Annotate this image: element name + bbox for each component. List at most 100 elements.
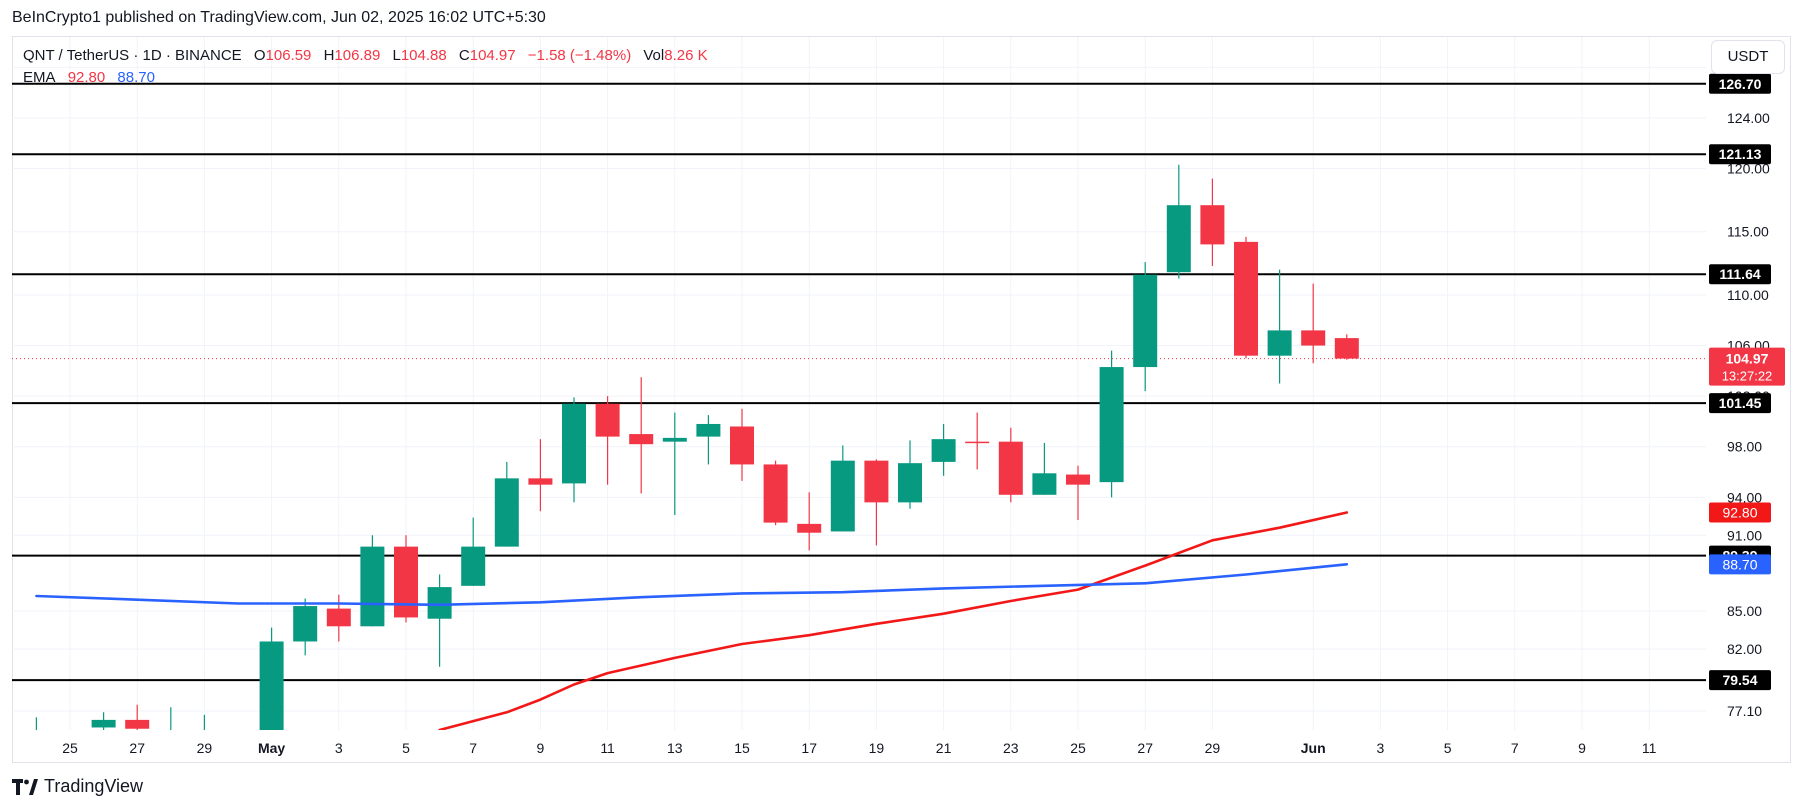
candle-body — [763, 464, 788, 523]
low-value: 104.88 — [400, 47, 447, 64]
x-tick-label: 29 — [197, 740, 213, 756]
candle-body — [1066, 474, 1090, 485]
y-tick-label: 115.00 — [1727, 224, 1769, 240]
candle-body — [528, 478, 553, 485]
publisher-line: BeInCrypto1 published on TradingView.com… — [12, 9, 546, 26]
candle — [170, 707, 172, 730]
level-label: 111.64 — [1719, 266, 1760, 282]
ema-slow-line — [35, 563, 1349, 607]
candle-body — [797, 523, 822, 533]
candle — [91, 712, 116, 730]
candles — [24, 164, 1359, 732]
candle-body — [461, 546, 486, 586]
last-price-label-bg — [1709, 347, 1785, 386]
change-value: −1.58 (−1.48%) — [527, 47, 632, 64]
candle — [24, 717, 48, 732]
candle-body — [1301, 330, 1326, 346]
footer-brand[interactable]: TradingView — [12, 776, 143, 797]
candle — [1234, 236, 1258, 359]
candle — [326, 594, 351, 642]
x-tick-label: 25 — [62, 740, 78, 756]
candle-body — [696, 423, 721, 437]
candle-body — [360, 546, 385, 627]
countdown-label: 13:27:22 — [1722, 369, 1773, 384]
legend: QNT / TetherUS · 1D · BINANCE O106.59 H1… — [23, 45, 708, 89]
grid — [12, 37, 1706, 730]
chart-frame — [12, 36, 1791, 763]
candle — [293, 598, 318, 656]
x-tick-label: 23 — [1003, 740, 1019, 756]
candle-body — [1032, 473, 1057, 495]
candle-body — [1234, 241, 1258, 356]
candle — [528, 439, 553, 512]
candle — [1166, 164, 1191, 279]
candle-body — [427, 587, 452, 619]
candle-body — [965, 441, 990, 444]
last-price-label: 104.97 — [1726, 351, 1769, 367]
level-label: 121.13 — [1719, 146, 1762, 162]
candle-body — [259, 641, 284, 730]
x-tick-label: 7 — [469, 740, 477, 756]
candle — [1267, 269, 1292, 384]
x-tick-label: 15 — [734, 740, 750, 756]
ema-slow-axis-label: 88.70 — [1722, 556, 1757, 572]
open-label: O — [253, 47, 266, 64]
candle — [1334, 334, 1359, 360]
ema-lines — [35, 511, 1349, 730]
close-value: 104.97 — [469, 47, 516, 64]
candle — [394, 535, 418, 623]
currency-button[interactable]: USDT — [1711, 40, 1785, 74]
candle — [259, 627, 284, 730]
support-resistance-levels — [12, 82, 1706, 682]
y-tick-label: 120.00 — [1727, 161, 1770, 177]
x-tick-label: 3 — [335, 740, 343, 756]
candle-body — [998, 441, 1023, 495]
candle — [1099, 350, 1124, 498]
x-axis: 25 27 29 May 3 5 7 9 11 13 15 17 19 21 23 25 27 29 Jun 3 5 7 9… — [62, 740, 1656, 756]
candle — [192, 714, 216, 732]
candle-body — [1133, 274, 1158, 368]
candle-body — [595, 403, 620, 437]
candle-body — [931, 439, 956, 462]
x-tick-label: 17 — [801, 740, 817, 756]
candle-body — [394, 546, 418, 618]
candle-body — [24, 730, 48, 732]
candle — [998, 427, 1023, 503]
ohlc-row: QNT / TetherUS · 1D · BINANCE O106.59 H1… — [23, 45, 708, 67]
candle — [1066, 465, 1090, 521]
y-tick-label: 91.00 — [1727, 527, 1762, 543]
volume-value: 8.26 K — [664, 47, 708, 64]
candle — [360, 535, 385, 627]
x-tick-label: 29 — [1205, 740, 1221, 756]
ema-fast-axis-label-bg — [1709, 502, 1771, 523]
candle-body — [192, 730, 216, 732]
candle — [931, 423, 956, 476]
x-tick-label: 11 — [1642, 740, 1657, 756]
x-tick-label: 27 — [1137, 740, 1153, 756]
level-label: 101.45 — [1719, 395, 1762, 411]
high-label: H — [323, 47, 335, 64]
x-tick-label: 19 — [869, 740, 885, 756]
price-labels: 126.70121.13111.64101.4589.3979.54104.97… — [1709, 73, 1785, 691]
candle-body — [1334, 338, 1359, 359]
symbol-name[interactable]: QNT / TetherUS · 1D · BINANCE — [23, 47, 242, 64]
ema-fast-axis-label: 92.80 — [1722, 504, 1757, 520]
tradingview-logo-icon — [12, 778, 38, 795]
candle — [1133, 262, 1158, 392]
ema-fast-value: 92.80 — [67, 69, 106, 86]
candle — [494, 461, 519, 547]
high-value: 106.89 — [334, 47, 381, 64]
candle-body — [326, 608, 351, 627]
candle — [696, 415, 721, 465]
candle — [629, 377, 654, 494]
x-tick-label: 7 — [1511, 740, 1519, 756]
ema-label: EMA — [23, 69, 56, 86]
candle-body — [562, 403, 586, 484]
x-tick-label: 13 — [667, 740, 683, 756]
candle-body — [830, 460, 855, 532]
ema-row[interactable]: EMA 92.80 88.70 — [23, 67, 708, 89]
y-tick-label: 124.00 — [1727, 110, 1770, 126]
y-tick-label: 110.00 — [1727, 287, 1769, 303]
x-tick-label: 5 — [1444, 740, 1452, 756]
